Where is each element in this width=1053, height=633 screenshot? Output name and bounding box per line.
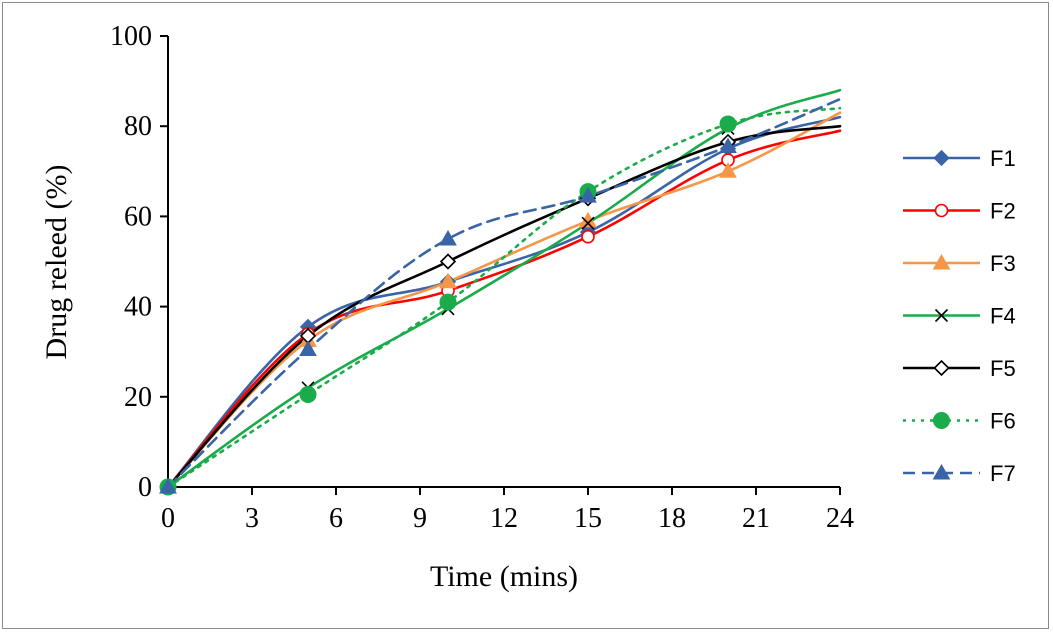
data-point-f7 <box>439 229 457 246</box>
legend-label: F6 <box>990 409 1016 434</box>
legend-label: F2 <box>990 199 1016 224</box>
x-tick-label: 21 <box>742 503 770 534</box>
series-line-f1 <box>166 115 842 489</box>
x-tick-label: 0 <box>161 503 175 534</box>
y-axis-title: Drug releed (%) <box>40 165 73 360</box>
legend-label: F1 <box>990 146 1016 171</box>
legend-item-f1: F1 <box>903 146 1016 171</box>
y-tick-label: 100 <box>110 21 152 52</box>
legend-label: F5 <box>990 356 1016 381</box>
x-tick-label: 12 <box>490 503 518 534</box>
series-lines <box>166 88 842 489</box>
data-point-f7 <box>579 187 597 203</box>
legend-marker <box>933 149 950 167</box>
x-tick-label: 24 <box>826 503 854 534</box>
legend-item-f7: F7 <box>903 461 1016 486</box>
x-tick-label: 18 <box>658 503 686 534</box>
legend-item-f6: F6 <box>903 409 1016 434</box>
legend-item-f5: F5 <box>903 356 1016 381</box>
legend-marker <box>934 203 949 218</box>
x-axis-title: Time (mins) <box>430 560 578 593</box>
series-markers <box>159 115 737 496</box>
legend-marker <box>932 463 951 480</box>
series-line-f4 <box>166 88 842 489</box>
y-tick-label: 60 <box>124 201 152 232</box>
data-point-f7 <box>719 137 737 153</box>
data-point-f3 <box>719 162 737 178</box>
legend: F1 F2 F3 F4 F5 F6 F7 <box>903 146 1016 486</box>
legend-marker <box>933 359 950 377</box>
data-point-f7 <box>159 477 177 494</box>
data-point-f6 <box>439 293 457 311</box>
legend-marker <box>933 412 950 429</box>
legend-label: F3 <box>990 251 1016 276</box>
legend-item-f3: F3 <box>903 251 1016 276</box>
x-tick-label: 6 <box>329 503 343 534</box>
data-point-f7 <box>299 340 317 356</box>
x-tick-label: 15 <box>574 503 602 534</box>
x-tick-label: 3 <box>245 503 259 534</box>
legend-item-f4: F4 <box>903 304 1016 329</box>
y-tick-label: 0 <box>138 472 152 503</box>
legend-marker <box>932 253 951 270</box>
legend-label: F7 <box>990 461 1016 486</box>
data-point-f6 <box>719 115 737 133</box>
data-point-f6 <box>299 386 317 404</box>
x-tick-labels: 0 3 6 9 12 15 18 21 24 <box>161 503 854 534</box>
series-line-f7 <box>166 97 842 489</box>
data-point-f3 <box>439 272 457 289</box>
y-tick-label: 20 <box>124 382 152 413</box>
series-line-f5 <box>166 124 842 489</box>
data-point-f4 <box>581 216 595 230</box>
x-tick-label: 9 <box>413 503 427 534</box>
legend-item-f2: F2 <box>903 199 1016 224</box>
y-tick-labels: 0 20 40 60 80 100 <box>110 21 152 503</box>
series-line-f3 <box>166 111 842 489</box>
y-tick-label: 80 <box>124 111 152 142</box>
legend-marker <box>934 308 949 323</box>
data-point-f2 <box>581 229 595 244</box>
data-point-f5 <box>439 253 457 270</box>
legend-label: F4 <box>990 304 1016 329</box>
y-tick-label: 40 <box>124 292 152 323</box>
series-line-f2 <box>166 129 842 489</box>
